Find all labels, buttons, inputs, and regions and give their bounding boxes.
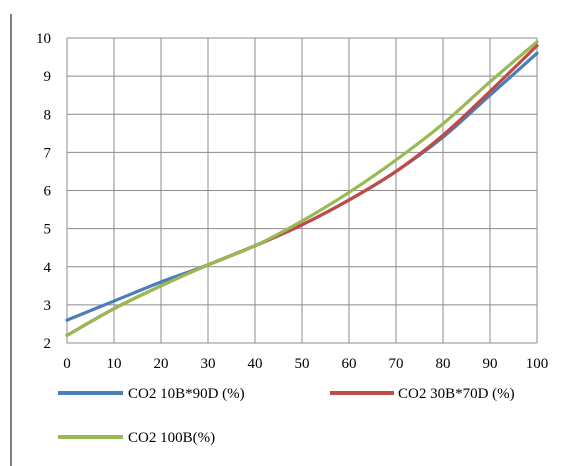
legend-label: CO2 30B*70D (%) bbox=[398, 386, 515, 402]
x-tick-label: 40 bbox=[248, 356, 263, 372]
x-tick-label: 80 bbox=[436, 356, 451, 372]
legend-item-co2-100b: CO2 100B(%) bbox=[58, 430, 215, 446]
x-tick-label: 70 bbox=[389, 356, 404, 372]
frame-left-border bbox=[10, 14, 12, 466]
y-tick-label: 9 bbox=[44, 69, 52, 85]
legend-label: CO2 10B*90D (%) bbox=[128, 386, 245, 402]
series-lines bbox=[65, 40, 539, 337]
y-tick-label: 7 bbox=[44, 145, 52, 161]
y-tick-label: 10 bbox=[36, 31, 51, 47]
grid bbox=[66, 37, 538, 344]
series-line-co2-100b bbox=[65, 40, 539, 337]
y-tick-label: 8 bbox=[44, 107, 52, 123]
y-tick-label: 4 bbox=[44, 260, 52, 276]
x-tick-label: 30 bbox=[201, 356, 216, 372]
legend-label: CO2 100B(%) bbox=[128, 430, 215, 446]
tick-labels: 0 10 20 30 40 50 60 70 80 90 100 2 3 4 5 6 7 8 9 10 bbox=[36, 31, 548, 372]
legend-item-co2-30b-70d: CO2 30B*70D (%) bbox=[330, 386, 515, 402]
y-tick-label: 6 bbox=[44, 184, 52, 200]
y-tick-label: 5 bbox=[44, 222, 52, 238]
x-tick-label: 10 bbox=[107, 356, 122, 372]
x-tick-label: 100 bbox=[526, 356, 549, 372]
x-tick-label: 90 bbox=[483, 356, 498, 372]
y-tick-label: 2 bbox=[44, 336, 52, 352]
x-tick-label: 50 bbox=[295, 356, 310, 372]
x-tick-label: 20 bbox=[154, 356, 169, 372]
x-tick-label: 0 bbox=[63, 356, 71, 372]
x-tick-label: 60 bbox=[342, 356, 357, 372]
legend-item-co2-10b-90d: CO2 10B*90D (%) bbox=[58, 386, 245, 402]
legend: CO2 10B*90D (%) CO2 30B*70D (%) CO2 100B(%… bbox=[58, 386, 515, 446]
y-tick-label: 3 bbox=[44, 298, 52, 314]
